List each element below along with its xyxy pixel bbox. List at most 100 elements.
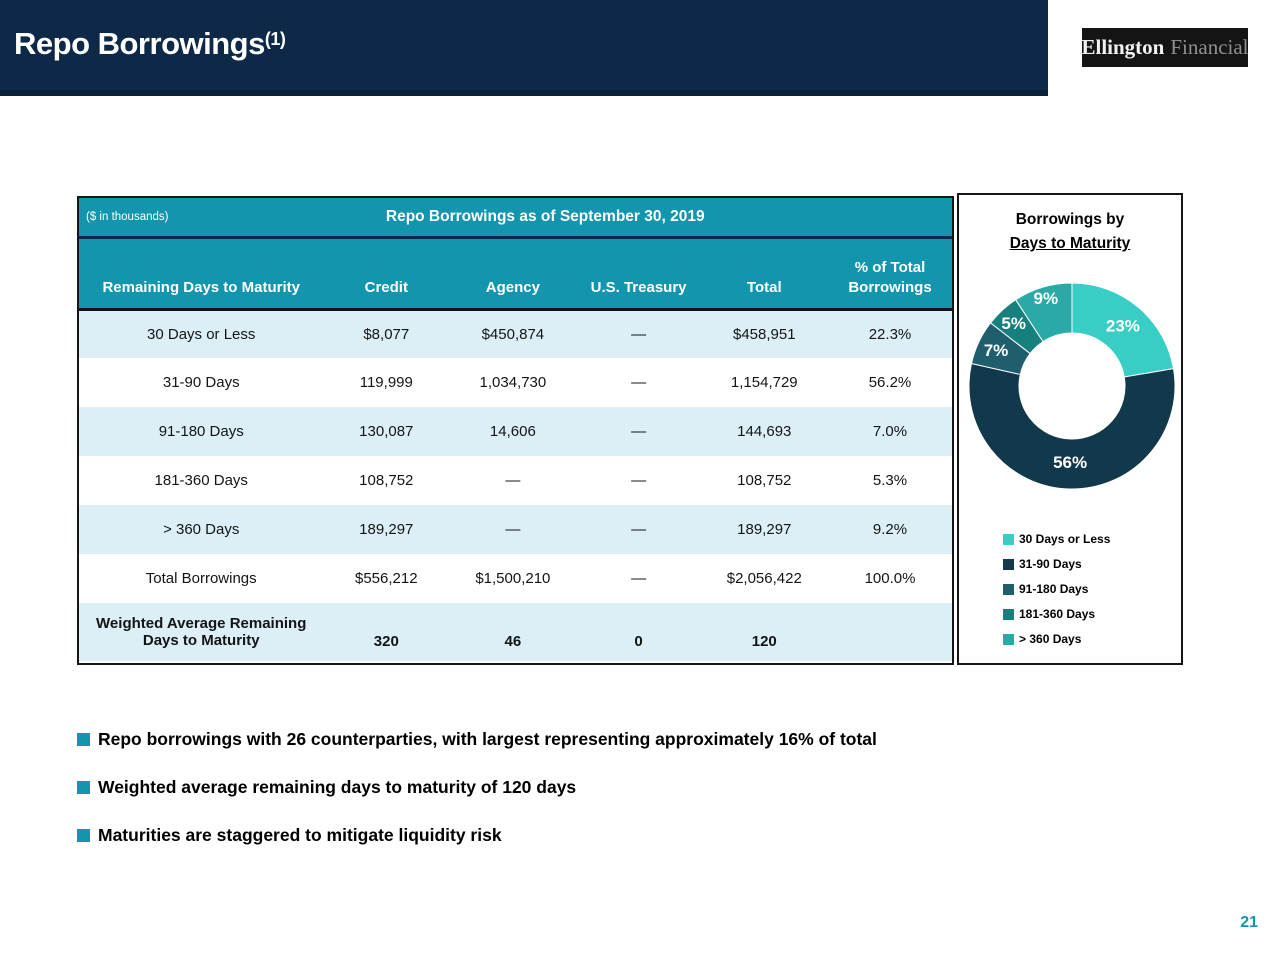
legend-swatch-icon (1003, 633, 1014, 645)
bullet-item: Repo borrowings with 26 counterparties, … (77, 729, 877, 750)
donut-slice-label: 7% (984, 341, 1009, 360)
donut-chart: 23% 56% 7% 5% 9% (968, 283, 1176, 490)
chart-panel: Borrowings by Days to Maturity 23% 56% 7% 5… (957, 193, 1183, 665)
table-cell: — (631, 374, 647, 391)
donut-slice-label: 5% (1001, 314, 1026, 333)
legend-item: > 360 Days (1003, 633, 1110, 645)
table-cell: 189,297 (737, 521, 792, 538)
table-cell: — (505, 521, 521, 538)
legend-label: > 360 Days (1019, 632, 1082, 646)
bullet-item: Weighted average remaining days to matur… (77, 777, 877, 798)
bullet-square-icon (77, 829, 90, 842)
legend-item: 91-180 Days (1003, 583, 1110, 595)
table-cell: 100.0% (864, 570, 916, 587)
table-cell: $450,874 (481, 325, 545, 343)
chart-title: Borrowings by Days to Maturity (959, 208, 1181, 256)
table-cell: — (505, 472, 521, 489)
row-label: 30 Days or Less (147, 325, 256, 343)
row-label: 181-360 Days (154, 472, 248, 489)
donut-slice-label: 23% (1106, 317, 1140, 336)
legend-swatch-icon (1003, 533, 1014, 545)
donut-slice-label: 9% (1034, 289, 1059, 308)
column-header-credit: Credit (323, 239, 450, 311)
row-label: 91-180 Days (158, 423, 244, 440)
legend-label: 31-90 Days (1019, 557, 1082, 571)
table-cell: 14,606 (489, 423, 536, 440)
table-cell: 108,752 (359, 472, 414, 489)
table-cell: 1,034,730 (479, 374, 547, 391)
table-cell: 5.3% (872, 472, 908, 489)
table-row: 31-90 Days 119,999 1,034,730 — 1,154,729 56.2… (79, 358, 952, 407)
table-cell: $2,056,422 (726, 570, 802, 587)
column-header-pct-total: % of Total Borrowings (828, 239, 952, 311)
legend-label: 181-360 Days (1019, 607, 1096, 621)
table-cell: — (631, 423, 647, 440)
table-cell: $556,212 (355, 570, 418, 587)
table-cell: 120 (751, 633, 777, 650)
table-cell: 9.2% (872, 521, 908, 538)
row-label: 31-90 Days (162, 374, 240, 391)
table-cell (828, 603, 952, 661)
legend-label: 30 Days or Less (1019, 532, 1111, 546)
chart-title-line2: Days to Maturity (1009, 235, 1131, 253)
footnote-marker: (1) (264, 29, 286, 49)
company-logo: Ellington Financial (1081, 28, 1249, 67)
table-cell: 144,693 (737, 423, 792, 440)
table-row: 30 Days or Less $8,077 $450,874 — $458,951 22… (79, 309, 952, 358)
table-cell: $8,077 (363, 325, 410, 343)
page-number: 21 (1240, 914, 1258, 931)
row-label: Weighted Average Remaining Days to Matur… (96, 615, 307, 649)
table-cell: $458,951 (732, 325, 796, 343)
table-cell: 108,752 (737, 472, 792, 489)
bullet-item: Maturities are staggered to mitigate liq… (77, 825, 877, 846)
bullet-text: Maturities are staggered to mitigate liq… (98, 825, 502, 845)
column-header-treasury: U.S. Treasury (576, 239, 701, 311)
table-row: Weighted Average Remaining Days to Matur… (79, 603, 952, 661)
table-cell: 189,297 (359, 521, 414, 538)
legend-swatch-icon (1003, 583, 1014, 595)
table-cell: — (631, 521, 647, 538)
table-cell: 130,087 (359, 423, 414, 440)
table-header-row: Remaining Days to Maturity Credit Agency… (79, 239, 952, 311)
table-title: Repo Borrowings as of September 30, 2019 (385, 208, 705, 225)
legend-item: 31-90 Days (1003, 558, 1110, 570)
donut-slice-31-90-days (968, 362, 1176, 490)
donut-slice-label: 56% (1053, 453, 1087, 472)
table-cell: 7.0% (872, 423, 908, 440)
units-note: ($ in thousands) (86, 211, 169, 223)
legend-item: 30 Days or Less (1003, 533, 1110, 545)
legend-swatch-icon (1003, 558, 1014, 570)
table-row: 181-360 Days 108,752 — — 108,752 5.3% (79, 456, 952, 505)
bullet-square-icon (77, 781, 90, 794)
donut-slice-30-days-or-less (1071, 283, 1175, 378)
bullet-text: Repo borrowings with 26 counterparties, … (98, 729, 877, 749)
column-header-total: Total (700, 239, 828, 311)
table-cell: 0 (634, 633, 643, 650)
page-title: Repo Borrowings(1) (0, 0, 1048, 59)
row-label: Total Borrowings (145, 570, 257, 587)
table-cell: — (631, 325, 647, 343)
page-title-text: Repo Borrowings (14, 26, 265, 61)
table-cell: — (631, 570, 647, 587)
bullet-list: Repo borrowings with 26 counterparties, … (77, 729, 877, 873)
logo-primary-text: Ellington (1081, 35, 1165, 59)
column-header-maturity: Remaining Days to Maturity (79, 239, 324, 311)
bullet-text: Weighted average remaining days to matur… (98, 777, 577, 797)
table-cell: 119,999 (359, 374, 413, 391)
table-cell: 46 (504, 633, 522, 650)
slide-header: Repo Borrowings(1) (0, 0, 1048, 96)
row-label: > 360 Days (163, 521, 240, 538)
legend-item: 181-360 Days (1003, 608, 1110, 620)
table-cell: 320 (373, 633, 399, 650)
table-row: Total Borrowings $556,212 $1,500,210 — $2,05… (79, 554, 952, 603)
table-cell: 22.3% (868, 325, 912, 343)
donut-slice--360-days (1015, 283, 1073, 343)
repo-borrowings-table: Remaining Days to Maturity Credit Agency… (79, 239, 952, 661)
bullet-square-icon (77, 733, 90, 746)
chart-legend: 30 Days or Less 31-90 Days 91-180 Days 1… (1003, 533, 1110, 658)
table-cell: $1,500,210 (475, 570, 551, 587)
table-cell: 56.2% (868, 374, 912, 391)
table-row: > 360 Days 189,297 — — 189,297 9.2% (79, 505, 952, 554)
logo-secondary-text: Financial (1170, 35, 1249, 59)
